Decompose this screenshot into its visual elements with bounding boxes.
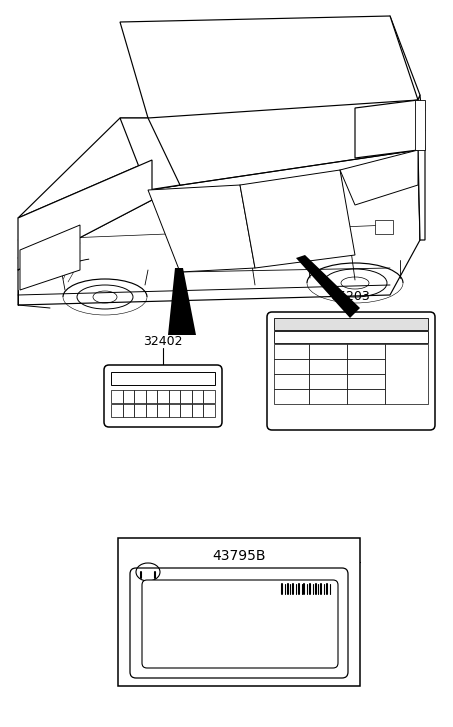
Bar [111, 372, 215, 385]
Text: 32402: 32402 [143, 335, 183, 348]
Bar [309, 374, 347, 389]
Polygon shape [355, 100, 418, 158]
Bar [347, 389, 385, 404]
Polygon shape [120, 16, 418, 118]
Bar [180, 390, 192, 403]
Text: 05203: 05203 [330, 290, 370, 303]
Bar [180, 404, 192, 417]
Bar [309, 359, 347, 374]
Bar [111, 390, 123, 403]
Bar [111, 404, 123, 417]
FancyBboxPatch shape [142, 580, 338, 668]
Bar [203, 390, 215, 403]
Polygon shape [18, 118, 152, 218]
Bar [134, 404, 146, 417]
Bar [192, 404, 203, 417]
Bar [169, 404, 180, 417]
Polygon shape [168, 268, 196, 335]
Bar [192, 390, 203, 403]
Polygon shape [18, 150, 420, 305]
Bar [415, 100, 425, 150]
Bar [309, 389, 347, 404]
Bar [375, 220, 393, 234]
FancyBboxPatch shape [267, 312, 435, 430]
Bar [347, 359, 385, 374]
FancyBboxPatch shape [104, 365, 222, 427]
Bar [385, 344, 428, 404]
Bar [157, 390, 169, 403]
Bar [157, 404, 169, 417]
Bar [118, 538, 360, 686]
Bar [274, 344, 309, 359]
Polygon shape [340, 150, 418, 205]
Bar [203, 404, 215, 417]
Bar [347, 374, 385, 389]
Bar [146, 404, 157, 417]
Polygon shape [18, 160, 152, 270]
FancyBboxPatch shape [130, 568, 348, 678]
Bar [274, 359, 309, 374]
Bar [134, 390, 146, 403]
Bar [274, 331, 428, 343]
Bar [274, 374, 309, 389]
Bar [169, 390, 180, 403]
Bar [309, 344, 347, 359]
Bar [274, 389, 309, 404]
Bar [123, 390, 134, 403]
Polygon shape [296, 255, 360, 318]
Text: 43795B: 43795B [212, 549, 266, 563]
Bar [146, 390, 157, 403]
Polygon shape [20, 225, 80, 290]
Polygon shape [418, 95, 425, 240]
Bar [347, 344, 385, 359]
Bar [123, 404, 134, 417]
Polygon shape [120, 118, 180, 190]
Polygon shape [240, 170, 355, 268]
Bar [274, 318, 428, 330]
Polygon shape [148, 185, 255, 272]
